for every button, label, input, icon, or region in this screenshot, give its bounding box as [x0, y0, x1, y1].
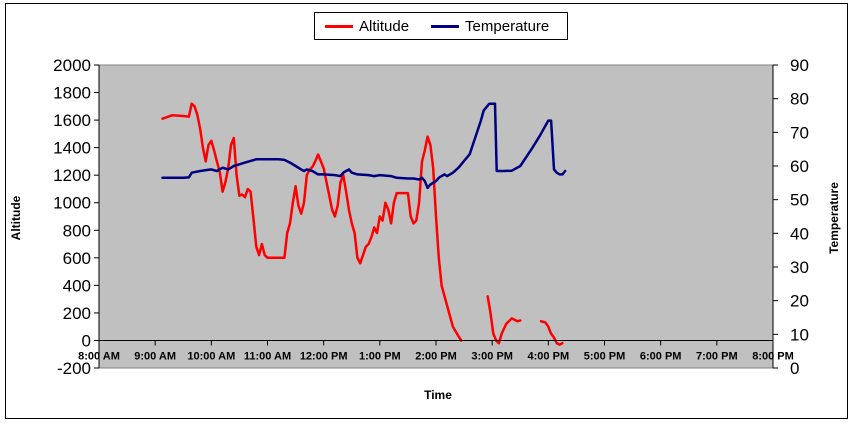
legend-item-temperature: Temperature — [431, 18, 549, 35]
legend-label-temperature: Temperature — [465, 17, 550, 35]
y-left-tick-label: 1600 — [53, 111, 91, 130]
x-tick-label: 9:00 AM — [134, 350, 176, 362]
x-tick-label: 10:00 AM — [187, 350, 235, 362]
x-axis-title: Time — [424, 388, 452, 402]
y-right-tick-label: 20 — [790, 292, 809, 311]
y-left-tick-label: 1800 — [53, 84, 91, 103]
x-tick-label: 8:00 AM — [78, 350, 120, 362]
y-right-tick-label: 60 — [790, 157, 809, 176]
series-group — [161, 102, 567, 346]
legend-label-altitude: Altitude — [359, 17, 410, 35]
x-tick-label: 4:00 PM — [528, 350, 570, 362]
axes-group: -200020040060080010001200140016001800200… — [53, 56, 809, 378]
y-left-tick-label: 2000 — [53, 56, 91, 75]
y-left-tick-label: 800 — [63, 221, 91, 240]
legend-swatch-altitude — [325, 24, 353, 28]
y-left-tick-label: 400 — [63, 276, 91, 295]
y-left-tick-label: 1400 — [53, 139, 91, 158]
y-right-tick-label: 80 — [790, 90, 809, 109]
series-line-altitude-2 — [539, 319, 564, 346]
x-tick-label: 7:00 PM — [696, 350, 738, 362]
x-tick-label: 1:00 PM — [359, 350, 401, 362]
y-left-tick-label: -200 — [57, 359, 91, 378]
y-right-tick-label: 90 — [790, 56, 809, 75]
x-tick-label: 11:00 AM — [244, 350, 291, 362]
y-axis-title-right: Temperature — [827, 182, 841, 254]
y-right-tick-label: 10 — [790, 325, 809, 344]
y-left-tick-label: 1000 — [53, 194, 91, 213]
y-left-tick-label: 600 — [63, 249, 91, 268]
series-line-altitude-0 — [161, 102, 463, 342]
legend-swatch-temperature — [431, 24, 460, 28]
y-left-tick-label: 1200 — [53, 166, 91, 185]
y-axis-title-left: Altitude — [9, 195, 23, 240]
x-tick-label: 5:00 PM — [584, 350, 626, 362]
x-tick-label: 6:00 PM — [640, 350, 682, 362]
x-tick-label: 12:00 PM — [300, 350, 348, 362]
legend: Altitude Temperature — [314, 12, 568, 40]
y-right-tick-label: 0 — [790, 359, 799, 378]
series-line-temperature-0 — [161, 102, 567, 190]
y-right-tick-label: 50 — [790, 191, 809, 210]
y-left-tick-label: 200 — [63, 304, 91, 323]
x-tick-label: 2:00 PM — [415, 350, 457, 362]
y-right-tick-label: 30 — [790, 258, 809, 277]
x-tick-label: 3:00 PM — [471, 350, 513, 362]
x-tick-label: 8:00 PM — [752, 350, 794, 362]
y-right-tick-label: 70 — [790, 123, 809, 142]
y-left-tick-label: 0 — [82, 331, 91, 350]
y-right-tick-label: 40 — [790, 224, 809, 243]
series-line-altitude-1 — [486, 295, 522, 345]
legend-item-altitude: Altitude — [325, 18, 409, 35]
